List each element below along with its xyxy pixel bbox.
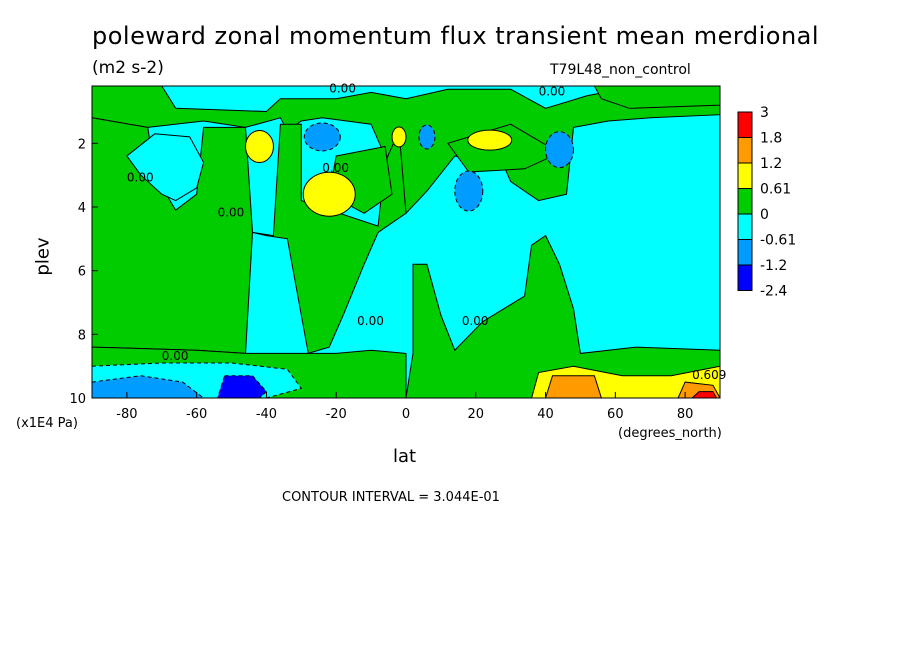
y-tick-label-4: 10	[69, 392, 86, 407]
y-axis-units: (x1E4 Pa)	[16, 416, 78, 431]
contour-region-blue-upper-4	[545, 131, 575, 169]
x-axis-units: (degrees_north)	[618, 426, 722, 441]
x-tick-label-4: 0	[402, 407, 410, 422]
contour-region-strong-negative	[216, 375, 268, 399]
x-tick-label-5: 20	[468, 407, 485, 422]
colorbar: 3 1.8 1.2 0.61 0 -0.61 -1.2 -2.4	[737, 105, 796, 300]
contour-region-orange-north	[544, 375, 603, 399]
y-tick-label-3: 8	[78, 328, 86, 343]
colorbar-swatch-1	[737, 137, 753, 164]
colorbar-swatch-3	[737, 188, 753, 215]
contour-label-5: 0.00	[462, 314, 489, 328]
contour-label-2: 0.00	[218, 206, 245, 220]
contour-field: 0.00 0.00 0.00 0.00 0.00 0.00 0.00 0.00 0.609	[91, 81, 726, 399]
contour-region-blue-upper-1	[303, 122, 341, 152]
colorbar-swatch-6	[737, 264, 753, 291]
experiment-label: T79L48_non_control	[550, 62, 691, 78]
x-tick-label-6: 40	[537, 407, 554, 422]
contour-label-3: 0.00	[322, 161, 349, 175]
x-tick-label-8: 80	[677, 407, 694, 422]
x-tick-label-1: -60	[186, 407, 207, 422]
colorbar-label-1: 1.8	[760, 131, 782, 147]
x-axis-label: lat	[393, 446, 417, 467]
contour-label-4: 0.00	[357, 314, 384, 328]
x-tick-label-0: -80	[116, 407, 137, 422]
contour-interval-note: CONTOUR INTERVAL = 3.044E-01	[282, 490, 500, 505]
contour-region-blue-upper-3	[454, 170, 484, 212]
contour-label-6: 0.00	[539, 85, 566, 99]
contour-region-cyan-hole	[126, 133, 205, 202]
colorbar-label-5: -0.61	[760, 233, 796, 249]
chart-units: (m2 s-2)	[92, 58, 164, 78]
contour-region-yellow-upper-3	[391, 126, 407, 148]
colorbar-label-2: 1.2	[760, 156, 782, 172]
chart-title: poleward zonal momentum flux transient m…	[92, 22, 820, 50]
contour-region-yellow-upper-1	[244, 129, 274, 163]
colorbar-swatch-5	[737, 239, 753, 266]
colorbar-swatch-4	[737, 213, 753, 240]
colorbar-swatch-0	[737, 111, 753, 138]
colorbar-label-0: 3	[760, 105, 769, 121]
x-tick-label-2: -40	[256, 407, 277, 422]
colorbar-label-4: 0	[760, 207, 769, 223]
contour-region-yellow-upper-2	[302, 171, 356, 217]
contour-region-yellow-upper-4	[467, 129, 513, 151]
contour-label-1: 0.00	[127, 171, 154, 185]
contour-region-blue-upper-2	[418, 124, 436, 150]
colorbar-label-3: 0.61	[760, 182, 791, 198]
x-tick-label-7: 60	[607, 407, 624, 422]
y-tick-label-2: 6	[78, 265, 86, 280]
contour-label-0: 0.00	[329, 81, 356, 95]
colorbar-swatch-2	[737, 162, 753, 189]
y-tick-label-0: 2	[78, 137, 86, 152]
colorbar-label-6: -1.2	[760, 258, 787, 274]
plot-axes: -80 -60 -40 -20 0 20 40 60 80 2 4 6 8 10	[69, 85, 721, 422]
contour-label-8: 0.609	[692, 368, 726, 382]
x-tick-label-3: -20	[326, 407, 347, 422]
y-tick-label-1: 4	[78, 201, 86, 216]
contour-label-7: 0.00	[162, 349, 189, 363]
colorbar-label-7: -2.4	[760, 284, 787, 300]
